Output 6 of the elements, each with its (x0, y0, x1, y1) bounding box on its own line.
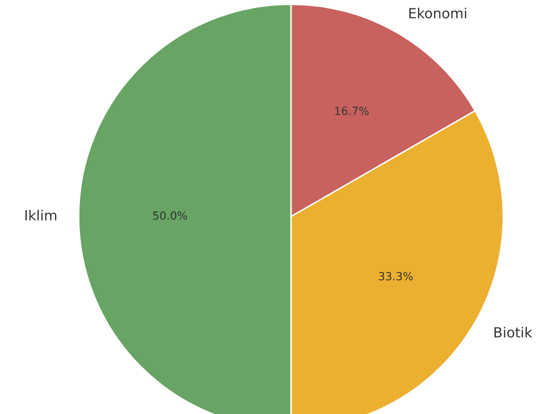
slice-label: Ekonomi (409, 8, 466, 18)
data-label: 33.3% (378, 272, 413, 280)
data-label: 50.0% (153, 211, 188, 220)
slice-label: Biotik (494, 326, 532, 338)
data-label: 16.7% (335, 106, 369, 116)
slice-label: Iklim (25, 210, 56, 220)
